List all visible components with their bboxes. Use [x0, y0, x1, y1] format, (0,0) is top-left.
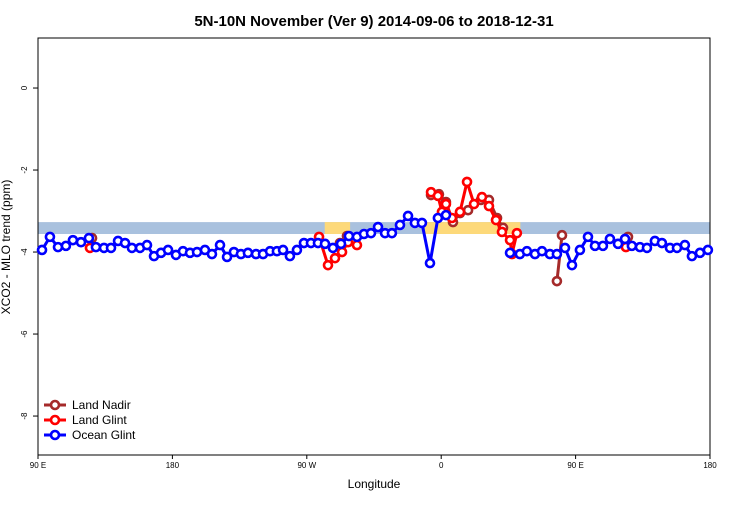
- series-point: [141, 239, 153, 251]
- series-point: [551, 275, 563, 287]
- series-point: [702, 244, 714, 256]
- series-point: [372, 221, 384, 233]
- series-point: [424, 257, 436, 269]
- legend-marker: [49, 399, 61, 411]
- series-point: [597, 240, 609, 252]
- series-point: [291, 244, 303, 256]
- series-point: [329, 252, 341, 264]
- series-point: [440, 209, 452, 221]
- y-tick-label: -8: [20, 412, 29, 420]
- series-point: [574, 244, 586, 256]
- series-point: [656, 237, 668, 249]
- series-point: [319, 238, 331, 250]
- x-tick-label: 90 W: [297, 461, 316, 470]
- series-point: [105, 242, 117, 254]
- series-point: [416, 217, 428, 229]
- series-point: [440, 198, 452, 210]
- y-tick-label: -4: [20, 248, 29, 256]
- x-axis-label: Longitude: [348, 477, 401, 491]
- y-tick-label: -2: [20, 166, 29, 174]
- series-point: [476, 191, 488, 203]
- series-point: [221, 251, 233, 263]
- series-point: [75, 236, 87, 248]
- series-point: [679, 239, 691, 251]
- y-tick-label: -6: [20, 330, 29, 338]
- series-point: [619, 233, 631, 245]
- series-point: [365, 227, 377, 239]
- series-point: [483, 200, 495, 212]
- series-point: [582, 231, 594, 243]
- series-point: [566, 259, 578, 271]
- series-point: [44, 231, 56, 243]
- series-point: [277, 244, 289, 256]
- x-tick-label: 180: [166, 461, 180, 470]
- series-point: [394, 219, 406, 231]
- x-tick-label: 90 E: [567, 461, 583, 470]
- x-tick-label: 0: [439, 461, 444, 470]
- series-point: [511, 227, 523, 239]
- x-tick-label: 90 E: [30, 461, 46, 470]
- series-point: [90, 241, 102, 253]
- series-point: [402, 210, 414, 222]
- series-point: [504, 234, 516, 246]
- series-point: [67, 234, 79, 246]
- series-point: [504, 247, 516, 259]
- legend-label: Land Glint: [72, 413, 127, 427]
- series-point: [206, 248, 218, 260]
- legend-marker: [49, 414, 61, 426]
- series-point: [335, 238, 347, 250]
- x-tick-label: 180: [703, 461, 717, 470]
- series-point: [327, 242, 339, 254]
- series-point: [214, 239, 226, 251]
- series-point: [468, 198, 480, 210]
- series-point: [551, 248, 563, 260]
- series-point: [242, 247, 254, 259]
- legend-label: Land Nadir: [72, 398, 131, 412]
- series-point: [386, 227, 398, 239]
- series-point: [36, 244, 48, 256]
- series-point: [351, 239, 363, 251]
- series-point: [604, 233, 616, 245]
- series-point: [454, 206, 466, 218]
- series-point: [60, 240, 72, 252]
- series-point: [119, 237, 131, 249]
- legend-marker: [49, 429, 61, 441]
- series-point: [641, 242, 653, 254]
- series-point: [461, 176, 473, 188]
- chart-title: 5N-10N November (Ver 9) 2014-09-06 to 20…: [194, 13, 553, 30]
- series-point: [83, 232, 95, 244]
- series-point: [612, 238, 624, 250]
- y-axis-label: XCO2 - MLO trend (ppm): [0, 180, 13, 315]
- series-point: [162, 244, 174, 256]
- series-point: [336, 246, 348, 258]
- series-point: [556, 229, 568, 241]
- series-point: [496, 226, 508, 238]
- series-point: [343, 230, 355, 242]
- land-span: [324, 222, 351, 234]
- series-point: [559, 242, 571, 254]
- series-point: [284, 250, 296, 262]
- series-point: [626, 240, 638, 252]
- series-point: [432, 190, 444, 202]
- land-span: [424, 222, 521, 234]
- series-point: [322, 259, 334, 271]
- y-tick-label: 0: [20, 85, 29, 90]
- legend-label: Ocean Glint: [72, 428, 136, 442]
- series-point: [490, 214, 502, 226]
